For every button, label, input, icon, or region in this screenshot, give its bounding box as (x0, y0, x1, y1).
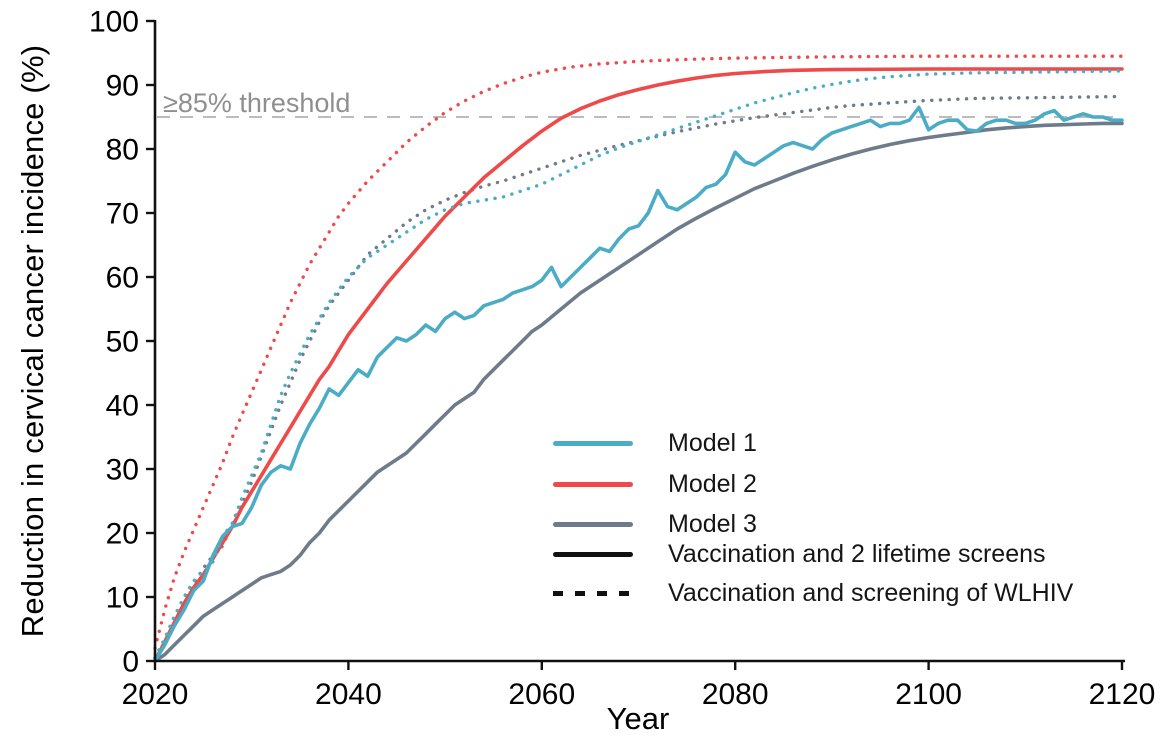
x-tick-label: 2040 (315, 678, 382, 711)
y-tick-label: 60 (106, 262, 139, 295)
y-tick-label: 40 (106, 390, 139, 423)
y-tick-label: 50 (106, 326, 139, 359)
x-axis-title: Year (606, 701, 670, 736)
series-line-model1-screens (153, 105, 1124, 663)
legend-swatch-solid-line (553, 551, 633, 557)
y-tick-label: 80 (106, 134, 139, 167)
legend-label-model-3: Model 3 (668, 509, 757, 538)
y-tick-label: 100 (89, 6, 139, 39)
y-tick-label: 10 (106, 582, 139, 615)
y-tick-label: 0 (122, 646, 139, 679)
x-tick-label: 2060 (508, 678, 575, 711)
y-tick-label: 20 (106, 518, 139, 551)
x-tick-label: 2100 (895, 678, 962, 711)
legend-item-strategy-solid: Vaccination and 2 lifetime screens (553, 540, 1046, 568)
legend-item-model-3: Model 3 (553, 510, 757, 538)
legend-swatch-model-1 (553, 440, 633, 446)
series-line-model3-wlhiv (153, 94, 1124, 660)
y-tick-label: 70 (106, 198, 139, 231)
series-line-model2-wlhiv (153, 54, 1124, 650)
series-line-model1-wlhiv (153, 69, 1124, 660)
legend-label-strategy-dotted: Vaccination and screening of WLHIV (668, 578, 1074, 607)
legend-label-strategy-solid: Vaccination and 2 lifetime screens (668, 539, 1046, 568)
legend-item-model-1: Model 1 (553, 429, 757, 457)
x-tick-label: 2020 (122, 678, 189, 711)
x-tick-label: 2120 (1089, 678, 1156, 711)
threshold-label: ≥85% threshold (163, 88, 350, 118)
legend-item-strategy-dotted: Vaccination and screening of WLHIV (553, 579, 1073, 607)
legend-label-model-1: Model 1 (668, 428, 757, 457)
y-tick-label: 90 (106, 70, 139, 103)
legend-swatch-model-3 (553, 521, 633, 527)
legend-item-model-2: Model 2 (553, 470, 757, 498)
series-line-model3-screens (153, 121, 1124, 663)
y-axis-title: Reduction in cervical cancer incidence (… (15, 44, 50, 638)
x-tick-label: 2080 (702, 678, 769, 711)
y-tick-label: 30 (106, 454, 139, 487)
legend-label-model-2: Model 2 (668, 469, 757, 498)
series-line-model2-screens (153, 67, 1124, 663)
legend-swatch-dotted-line (553, 590, 633, 596)
legend-swatch-model-2 (553, 481, 633, 487)
